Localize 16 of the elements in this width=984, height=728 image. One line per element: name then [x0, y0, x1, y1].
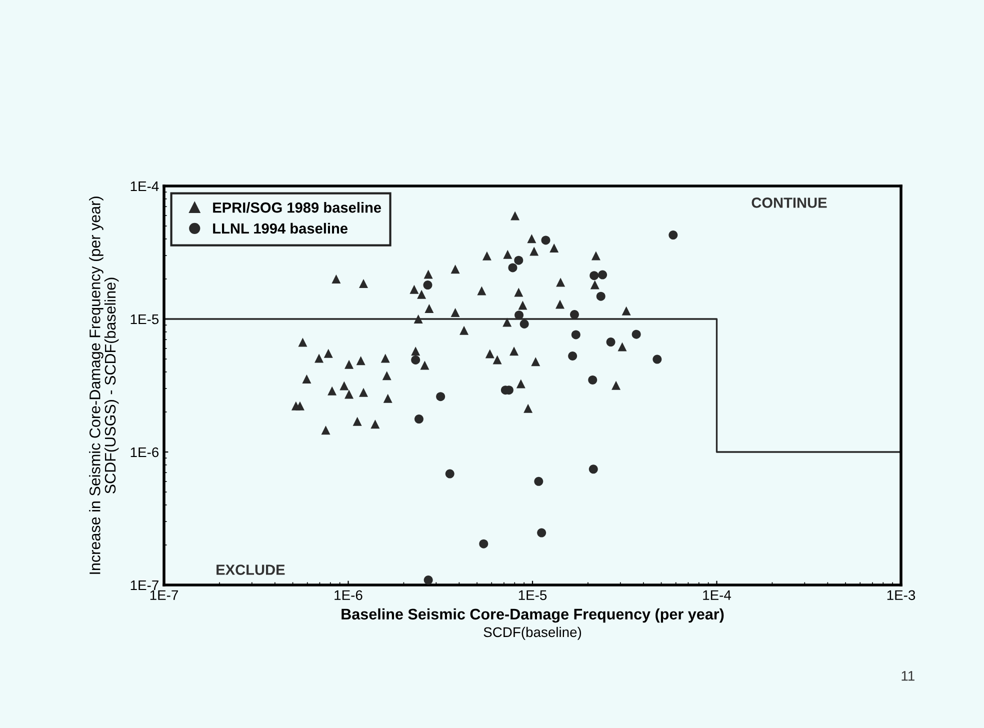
text: 11: [902, 671, 914, 681]
legend-label: LLNL 1994 baseline: [213, 222, 348, 234]
x-tick-label: 1E-6: [334, 590, 362, 600]
legend-label: EPRI/SOG 1989 baseline: [213, 202, 382, 213]
y-tick-label: 1E-5: [130, 314, 159, 324]
x-tick-label: 1E-4: [703, 590, 732, 600]
x-tick-label: 1E-5: [518, 590, 547, 600]
text: Baseline Seismic Core-Damage Frequency (per year) SCDF(baseline): [342, 608, 724, 640]
annotation: EXCLUDE: [216, 564, 285, 575]
x-tick-label: 1E-7: [150, 590, 178, 600]
y-tick-label: 1E-4: [130, 181, 159, 192]
annotation: CONTINUE: [752, 198, 827, 208]
y-axis-title: Increase in Seismic Core-Damage Frequency (per year) SCDF(USGS) - SCDF(baseline): [89, 196, 119, 574]
y-tick-label: 1E-6: [130, 447, 159, 458]
x-tick-label: 1E-3: [887, 590, 916, 600]
y-tick-label: 1E-7: [130, 580, 158, 590]
